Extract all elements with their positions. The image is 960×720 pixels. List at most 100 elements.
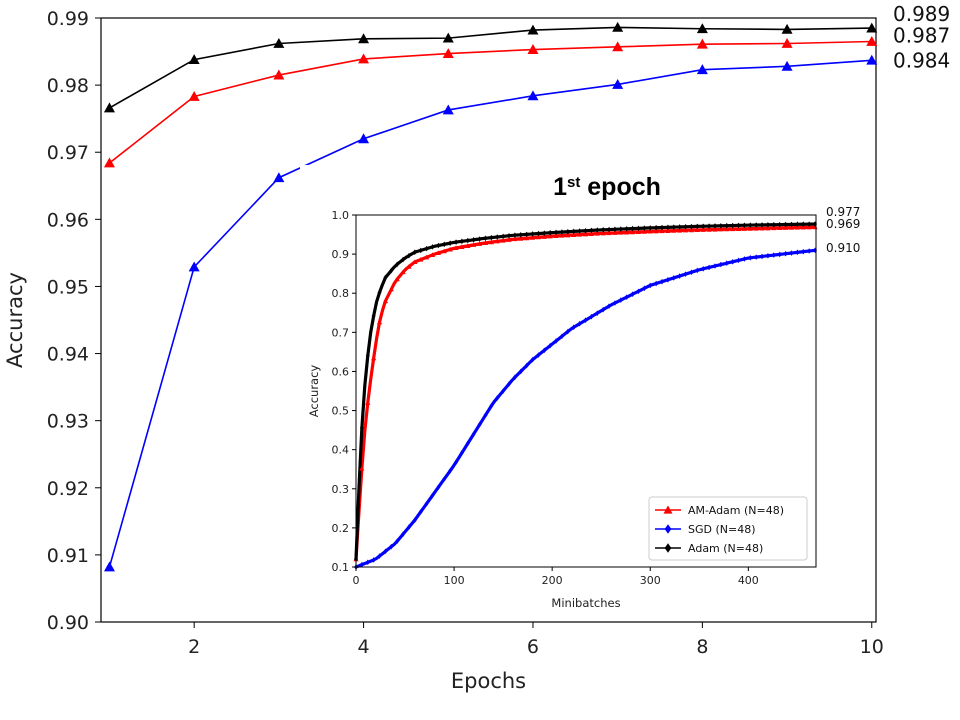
legend-marker-adam-n-48 xyxy=(664,543,672,553)
main-point-sgd xyxy=(103,561,115,572)
main-x-tick-label: 4 xyxy=(358,636,370,658)
inset-point-am-adam-n-48 xyxy=(394,276,400,282)
inset-title-superscript: st xyxy=(567,174,580,191)
inset-point-sgd-n-48 xyxy=(383,548,388,555)
main-line-am-adam xyxy=(108,40,872,164)
inset-point-adam-n-48 xyxy=(671,224,676,230)
inset-point-am-adam-n-48 xyxy=(629,229,636,235)
inset-point-sgd-n-48 xyxy=(448,467,453,474)
inset-point-sgd-n-48 xyxy=(695,267,700,274)
main-point-adam xyxy=(781,23,793,34)
inset-point-adam-n-48 xyxy=(401,256,406,263)
inset-point-am-adam-n-48 xyxy=(747,226,753,231)
inset-point-adam-n-48 xyxy=(748,222,753,228)
inset-y-tick-label: 0.9 xyxy=(332,248,350,261)
inset-point-sgd-n-48 xyxy=(489,403,494,409)
inset-point-am-adam-n-48 xyxy=(577,231,583,237)
inset-point-am-adam-n-48 xyxy=(694,227,700,233)
inset-point-sgd-n-48 xyxy=(518,368,523,375)
inset-point-sgd-n-48 xyxy=(713,263,717,269)
main-point-adam xyxy=(696,23,708,34)
inset-point-adam-n-48 xyxy=(565,228,570,235)
main-y-tick-label: 0.97 xyxy=(47,142,89,164)
inset-x-axis-title: Minibatches xyxy=(551,596,620,610)
inset-point-am-adam-n-48 xyxy=(471,242,477,247)
inset-point-sgd-n-48 xyxy=(671,275,676,281)
inset-point-adam-n-48 xyxy=(412,249,417,255)
inset-point-adam-n-48 xyxy=(471,236,476,243)
inset-point-sgd-n-48 xyxy=(760,253,765,260)
main-y-tick-label: 0.98 xyxy=(47,75,89,97)
main-point-sgd xyxy=(442,104,454,115)
inset-point-sgd-n-48 xyxy=(407,524,411,530)
inset-x-tick-label: 0 xyxy=(353,574,360,587)
main-y-tick-label: 0.93 xyxy=(47,411,89,433)
inset-point-adam-n-48 xyxy=(383,274,388,281)
inset-point-sgd-n-48 xyxy=(777,251,782,258)
inset-point-am-adam-n-48 xyxy=(800,224,806,230)
inset-point-adam-n-48 xyxy=(501,233,506,240)
inset-point-sgd-n-48 xyxy=(418,509,423,515)
inset-plot-frame xyxy=(355,214,817,568)
inset-point-sgd-n-48 xyxy=(424,500,429,507)
inset-point-am-adam-n-48 xyxy=(582,231,589,237)
inset-point-adam-n-48 xyxy=(612,226,617,233)
inset-point-sgd-n-48 xyxy=(471,431,476,437)
inset-point-am-adam-n-48 xyxy=(612,230,618,235)
inset-point-am-adam-n-48 xyxy=(359,465,365,471)
main-point-am-adam xyxy=(696,38,708,49)
inset-point-adam-n-48 xyxy=(371,313,376,319)
inset-point-am-adam-n-48 xyxy=(506,237,512,242)
inset-point-sgd-n-48 xyxy=(401,531,406,537)
inset-point-am-adam-n-48 xyxy=(376,319,383,325)
inset-point-am-adam-n-48 xyxy=(482,240,489,245)
main-y-tick-label: 0.90 xyxy=(47,612,89,634)
inset-x-tick-label: 300 xyxy=(640,574,661,587)
inset-point-adam-n-48 xyxy=(618,226,623,232)
inset-point-adam-n-48 xyxy=(365,353,370,359)
inset-point-adam-n-48 xyxy=(771,221,776,228)
inset-end-label-adam-n-48: 0.977 xyxy=(826,205,860,219)
legend-marker-sgd-n-48 xyxy=(664,524,672,534)
main-y-tick-label: 0.96 xyxy=(47,209,89,231)
main-point-adam xyxy=(358,33,370,44)
inset-point-am-adam-n-48 xyxy=(788,225,795,230)
inset-point-am-adam-n-48 xyxy=(782,225,789,230)
main-series-markers xyxy=(103,21,878,572)
inset-point-sgd-n-48 xyxy=(665,276,670,283)
main-point-sgd xyxy=(188,261,200,272)
inset-point-adam-n-48 xyxy=(607,226,612,233)
inset-point-am-adam-n-48 xyxy=(453,245,459,250)
inset-point-am-adam-n-48 xyxy=(712,226,718,232)
inset-point-adam-n-48 xyxy=(571,228,576,235)
inset-point-am-adam-n-48 xyxy=(706,227,712,232)
inset-point-sgd-n-48 xyxy=(783,250,788,257)
inset-point-am-adam-n-48 xyxy=(524,235,530,241)
inset-x-tick-label: 100 xyxy=(444,574,465,587)
inset-point-adam-n-48 xyxy=(536,230,541,237)
inset-point-adam-n-48 xyxy=(718,223,723,229)
inset-point-am-adam-n-48 xyxy=(753,225,759,231)
main-line-sgd xyxy=(108,59,872,568)
inset-point-adam-n-48 xyxy=(518,231,523,238)
inset-point-sgd-n-48 xyxy=(483,412,488,419)
inset-x-tick-label: 200 xyxy=(542,574,563,587)
inset-point-adam-n-48 xyxy=(713,223,717,229)
inset-title-number: 1 xyxy=(553,173,567,201)
main-point-sgd xyxy=(781,60,793,71)
inset-point-adam-n-48 xyxy=(542,230,547,236)
legend-label-am-adam-n-48: AM-Adam (N=48) xyxy=(688,504,784,517)
inset-y-tick-label: 1.0 xyxy=(332,209,350,222)
inset-point-am-adam-n-48 xyxy=(459,244,465,249)
inset-point-am-adam-n-48 xyxy=(718,226,724,232)
inset-point-adam-n-48 xyxy=(660,224,664,231)
inset-point-adam-n-48 xyxy=(407,252,411,259)
inset-point-adam-n-48 xyxy=(801,221,806,228)
main-y-tick-label: 0.92 xyxy=(47,478,89,500)
inset-point-am-adam-n-48 xyxy=(494,238,500,244)
main-end-label-am-adam: 0.987 xyxy=(893,23,950,47)
inset-point-sgd-n-48 xyxy=(660,278,664,285)
inset-point-am-adam-n-48 xyxy=(571,232,577,237)
inset-point-sgd-n-48 xyxy=(689,269,694,276)
